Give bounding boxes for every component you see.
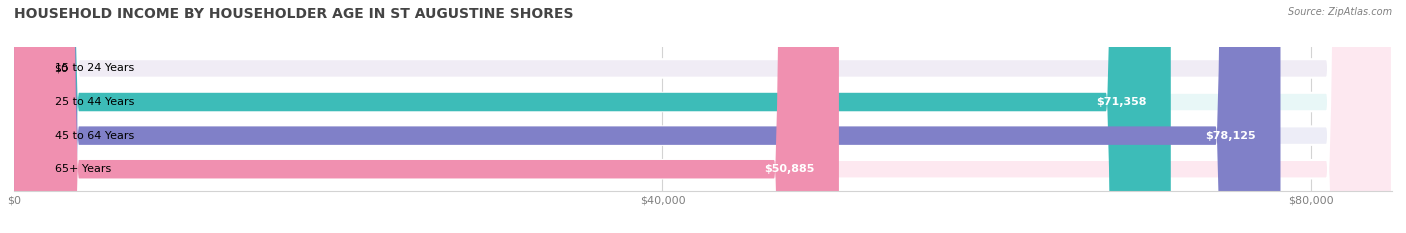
Text: HOUSEHOLD INCOME BY HOUSEHOLDER AGE IN ST AUGUSTINE SHORES: HOUSEHOLD INCOME BY HOUSEHOLDER AGE IN S… xyxy=(14,7,574,21)
Text: $71,358: $71,358 xyxy=(1097,97,1146,107)
Text: $0: $0 xyxy=(55,63,69,73)
FancyBboxPatch shape xyxy=(14,0,1392,233)
Text: 15 to 24 Years: 15 to 24 Years xyxy=(55,63,134,73)
Text: $50,885: $50,885 xyxy=(765,164,814,174)
Text: Source: ZipAtlas.com: Source: ZipAtlas.com xyxy=(1288,7,1392,17)
Text: 45 to 64 Years: 45 to 64 Years xyxy=(55,131,134,141)
FancyBboxPatch shape xyxy=(14,0,1392,233)
FancyBboxPatch shape xyxy=(14,0,1392,233)
FancyBboxPatch shape xyxy=(14,0,1392,233)
Text: 65+ Years: 65+ Years xyxy=(55,164,111,174)
Text: $78,125: $78,125 xyxy=(1205,131,1256,141)
FancyBboxPatch shape xyxy=(14,0,1171,233)
FancyBboxPatch shape xyxy=(14,0,1281,233)
Text: 25 to 44 Years: 25 to 44 Years xyxy=(55,97,134,107)
FancyBboxPatch shape xyxy=(14,0,839,233)
